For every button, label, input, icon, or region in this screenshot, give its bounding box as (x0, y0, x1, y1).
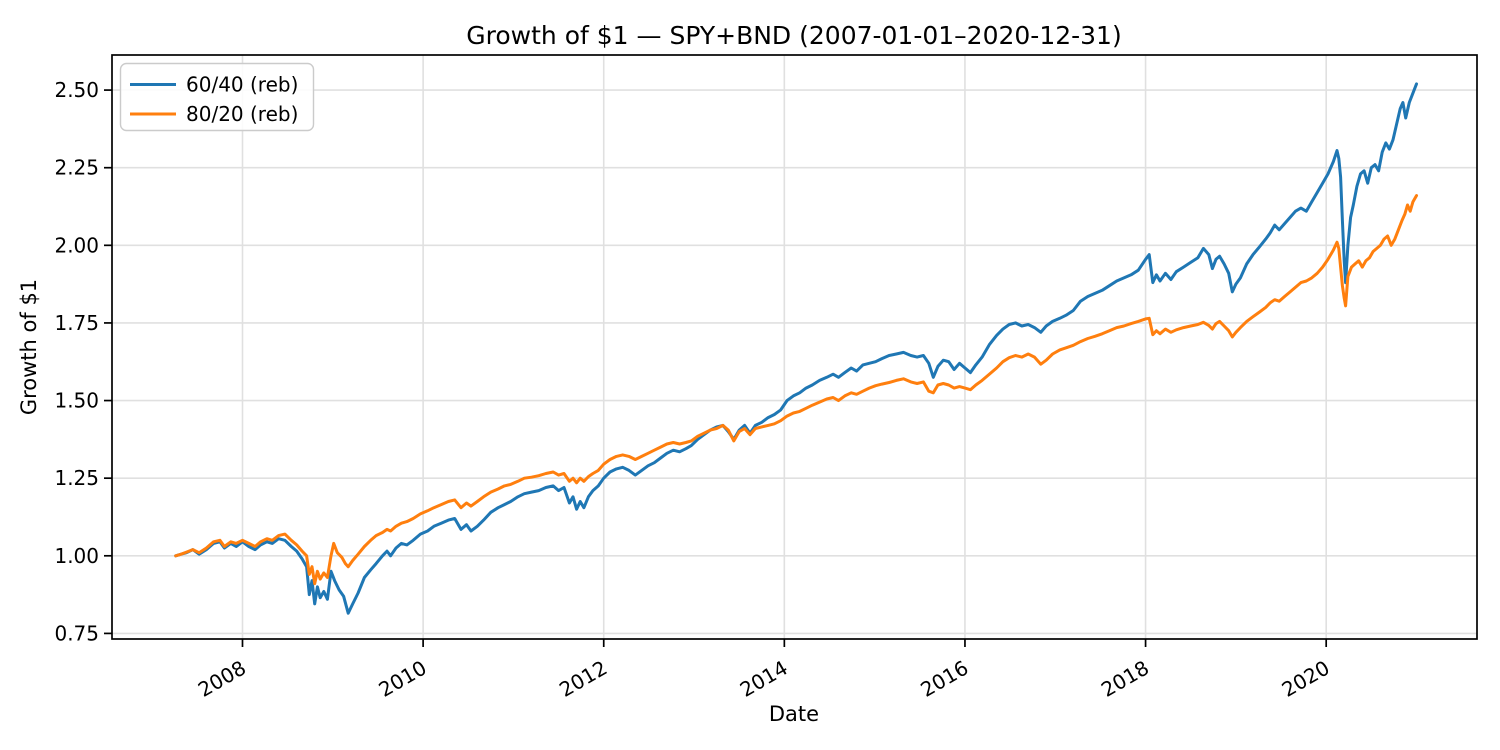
axes-spines (111, 54, 1478, 640)
axis-ticks: 2008 2010 2012 2014 2016 2018 2020 0.75 1.00 1.25… (54, 78, 1333, 702)
y-tick-label: 2.50 (54, 78, 99, 102)
series-line-80-20-reb- (174, 194, 1418, 586)
x-axis-label: Date (769, 702, 819, 726)
chart-title: Growth of $1 — SPY+BND (2007-01-01–2020-… (466, 21, 1121, 50)
x-tick-label: 2020 (1278, 656, 1334, 702)
x-tick-label: 2008 (194, 656, 250, 702)
y-tick-label: 1.50 (54, 389, 99, 413)
legend-label-80-20: 80/20 (reb) (186, 102, 298, 126)
series-line-60-40-reb- (174, 82, 1418, 615)
x-tick-label: 2018 (1097, 656, 1153, 702)
y-tick-label: 1.00 (54, 544, 99, 568)
y-tick-label: 1.25 (54, 466, 99, 490)
x-tick-label: 2014 (736, 656, 792, 702)
y-tick-label: 2.25 (54, 156, 99, 180)
y-tick-label: 2.00 (54, 233, 99, 257)
grid-lines (112, 55, 1477, 639)
y-axis-label: Growth of $1 (17, 279, 41, 415)
y-tick-label: 1.75 (54, 311, 99, 335)
x-tick-label: 2010 (375, 656, 431, 702)
x-tick-label: 2016 (916, 656, 972, 702)
legend: 60/40 (reb) 80/20 (reb) (119, 62, 315, 132)
x-tick-label: 2012 (555, 656, 611, 702)
y-tick-label: 0.75 (54, 621, 99, 645)
legend-label-60-40: 60/40 (reb) (186, 73, 298, 97)
plot-area (174, 82, 1418, 615)
